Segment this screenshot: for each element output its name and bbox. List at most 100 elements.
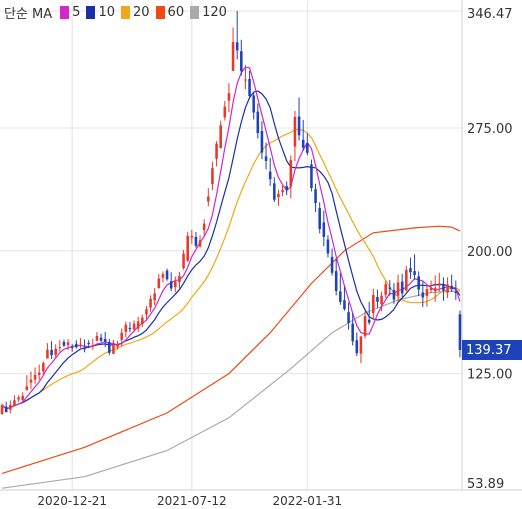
candle-body (33, 375, 37, 380)
candle-body (260, 130, 264, 153)
legend-swatch-ma120 (190, 5, 200, 19)
candle-body (334, 271, 338, 292)
candle-body (293, 116, 297, 147)
candle-body (252, 95, 255, 113)
candle-body (108, 341, 111, 353)
legend-label-ma5: 5 (72, 4, 81, 20)
candle-body (281, 190, 284, 193)
legend-item-ma5[interactable]: 5 (60, 5, 80, 20)
candle-body (384, 284, 387, 295)
x-tick-label: 2022-01-31 (272, 494, 342, 508)
candle-body (83, 348, 86, 350)
legend-label-ma20: 20 (133, 4, 150, 20)
candle-body (75, 343, 78, 348)
ma-line-5 (1, 66, 461, 410)
candle-body (425, 289, 429, 297)
candle-body (392, 289, 396, 300)
candle-body (128, 327, 132, 330)
x-tick-label: 2020-12-21 (37, 494, 107, 508)
candle-body (79, 344, 82, 346)
candle-body (417, 276, 420, 290)
candle-body (178, 276, 181, 283)
legend-item-ma60[interactable]: 60 (155, 4, 185, 20)
ma-line-10 (1, 90, 461, 410)
last-price-value: 139.37 (466, 342, 512, 358)
candle-body (454, 291, 458, 294)
candle-body (446, 284, 449, 293)
legend-item-ma10[interactable]: 10 (86, 5, 115, 20)
candle-body (112, 344, 115, 354)
candle-body (310, 164, 313, 189)
candle-body (244, 79, 247, 81)
candle-body (116, 344, 119, 347)
candle-body (248, 78, 251, 97)
candle-body (376, 296, 379, 302)
candle-body (50, 349, 53, 356)
candle-body (145, 309, 148, 315)
candle-body (161, 274, 165, 278)
legend-item-ma120[interactable]: 120 (190, 5, 227, 20)
candle-body (380, 295, 383, 305)
candle-body (37, 372, 41, 375)
candle-body (219, 125, 222, 148)
candle-body (29, 379, 33, 383)
candle-body (42, 362, 45, 372)
candle-body (87, 342, 90, 344)
candle-body (223, 106, 227, 118)
candle-body (235, 42, 239, 51)
candle-body (211, 168, 214, 185)
candle-body (363, 316, 367, 337)
candle-body (367, 319, 371, 323)
candle-body (70, 347, 74, 349)
candle-body (268, 171, 272, 180)
candle-body (4, 406, 8, 413)
candle-body (285, 186, 288, 190)
candle-body (442, 284, 445, 291)
legend-swatch-ma20 (121, 5, 130, 19)
candle-body (277, 193, 280, 198)
candle-body (359, 336, 363, 354)
legend-item-ma20[interactable]: 20 (121, 5, 150, 20)
last-price-tag: 139.37 (462, 340, 522, 360)
candle-body (124, 324, 128, 332)
candle-body (314, 189, 317, 204)
chart-legend: 단순 MA 5 10 20 60 120 (4, 4, 229, 22)
candle-body (458, 314, 462, 351)
candle-body (231, 42, 235, 71)
candle-body (433, 288, 437, 292)
y-tick-label: 53.89 (467, 477, 504, 492)
candle-body (21, 395, 24, 400)
ma-line-20 (1, 128, 461, 410)
candle-body (306, 143, 309, 153)
candle-body (256, 111, 260, 134)
candle-body (289, 160, 293, 187)
candle-body (347, 312, 350, 323)
candle-body (186, 236, 189, 261)
candle-body (273, 183, 276, 200)
candle-body (120, 332, 123, 340)
candle-body (396, 282, 400, 296)
candle-body (132, 323, 136, 330)
y-tick-label: 346.47 (467, 7, 513, 22)
candle-body (207, 196, 210, 202)
candle-body (297, 116, 301, 136)
candle-body (388, 287, 392, 290)
legend-swatch-ma10 (86, 5, 96, 19)
candle-body (149, 298, 152, 308)
candle-body (174, 281, 177, 288)
candle-body (136, 321, 140, 329)
candle-body (450, 285, 453, 290)
candle-body (198, 240, 202, 247)
candle-body (25, 386, 29, 391)
legend-label-ma60: 60 (167, 4, 185, 20)
candle-body (351, 323, 354, 342)
candle-body (17, 397, 20, 400)
x-tick-label: 2021-07-12 (157, 494, 227, 508)
candle-body (429, 287, 433, 291)
candle-body (58, 347, 62, 349)
y-tick-label: 125.00 (467, 368, 513, 383)
y-tick-label: 200.00 (467, 245, 513, 260)
candle-body (438, 283, 441, 286)
candle-body (0, 405, 4, 415)
